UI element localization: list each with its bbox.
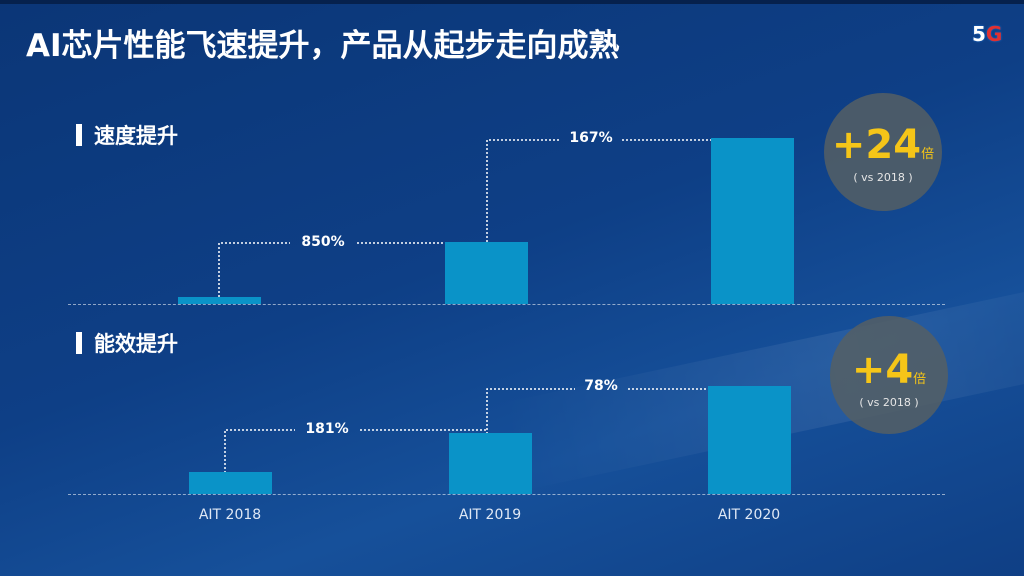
efficiency-bar-ait-2019 <box>449 433 532 494</box>
speed-growth-2019: 850% <box>301 234 345 250</box>
x-label-2019: AIT 2019 <box>458 507 522 523</box>
speed-bar-ait-2018 <box>178 297 261 304</box>
efficiency-summary-badge: +4倍 ( vs 2018 ) <box>830 316 948 434</box>
x-label-2020: AIT 2020 <box>717 507 781 523</box>
efficiency-bar-ait-2020 <box>708 386 791 494</box>
5g-logo: 5G <box>972 22 1003 46</box>
efficiency-growth-2020: 78% <box>584 378 618 394</box>
efficiency-baseline <box>68 494 945 495</box>
x-label-2018: AIT 2018 <box>198 507 262 523</box>
section-efficiency-heading: 能效提升 <box>76 328 178 358</box>
efficiency-growth-2019: 181% <box>305 421 349 437</box>
page-title: AI芯片性能飞速提升，产品从起步走向成熟 <box>26 28 620 64</box>
speed-growth-2020: 167% <box>569 130 613 146</box>
speed-bar-ait-2020 <box>711 138 794 304</box>
top-border <box>0 0 1024 4</box>
speed-summary-badge: +24倍 ( vs 2018 ) <box>824 93 942 211</box>
speed-bar-ait-2019 <box>445 241 528 304</box>
speed-baseline <box>68 304 945 305</box>
efficiency-bar-ait-2018 <box>189 472 272 494</box>
section-speed-heading: 速度提升 <box>76 120 178 150</box>
